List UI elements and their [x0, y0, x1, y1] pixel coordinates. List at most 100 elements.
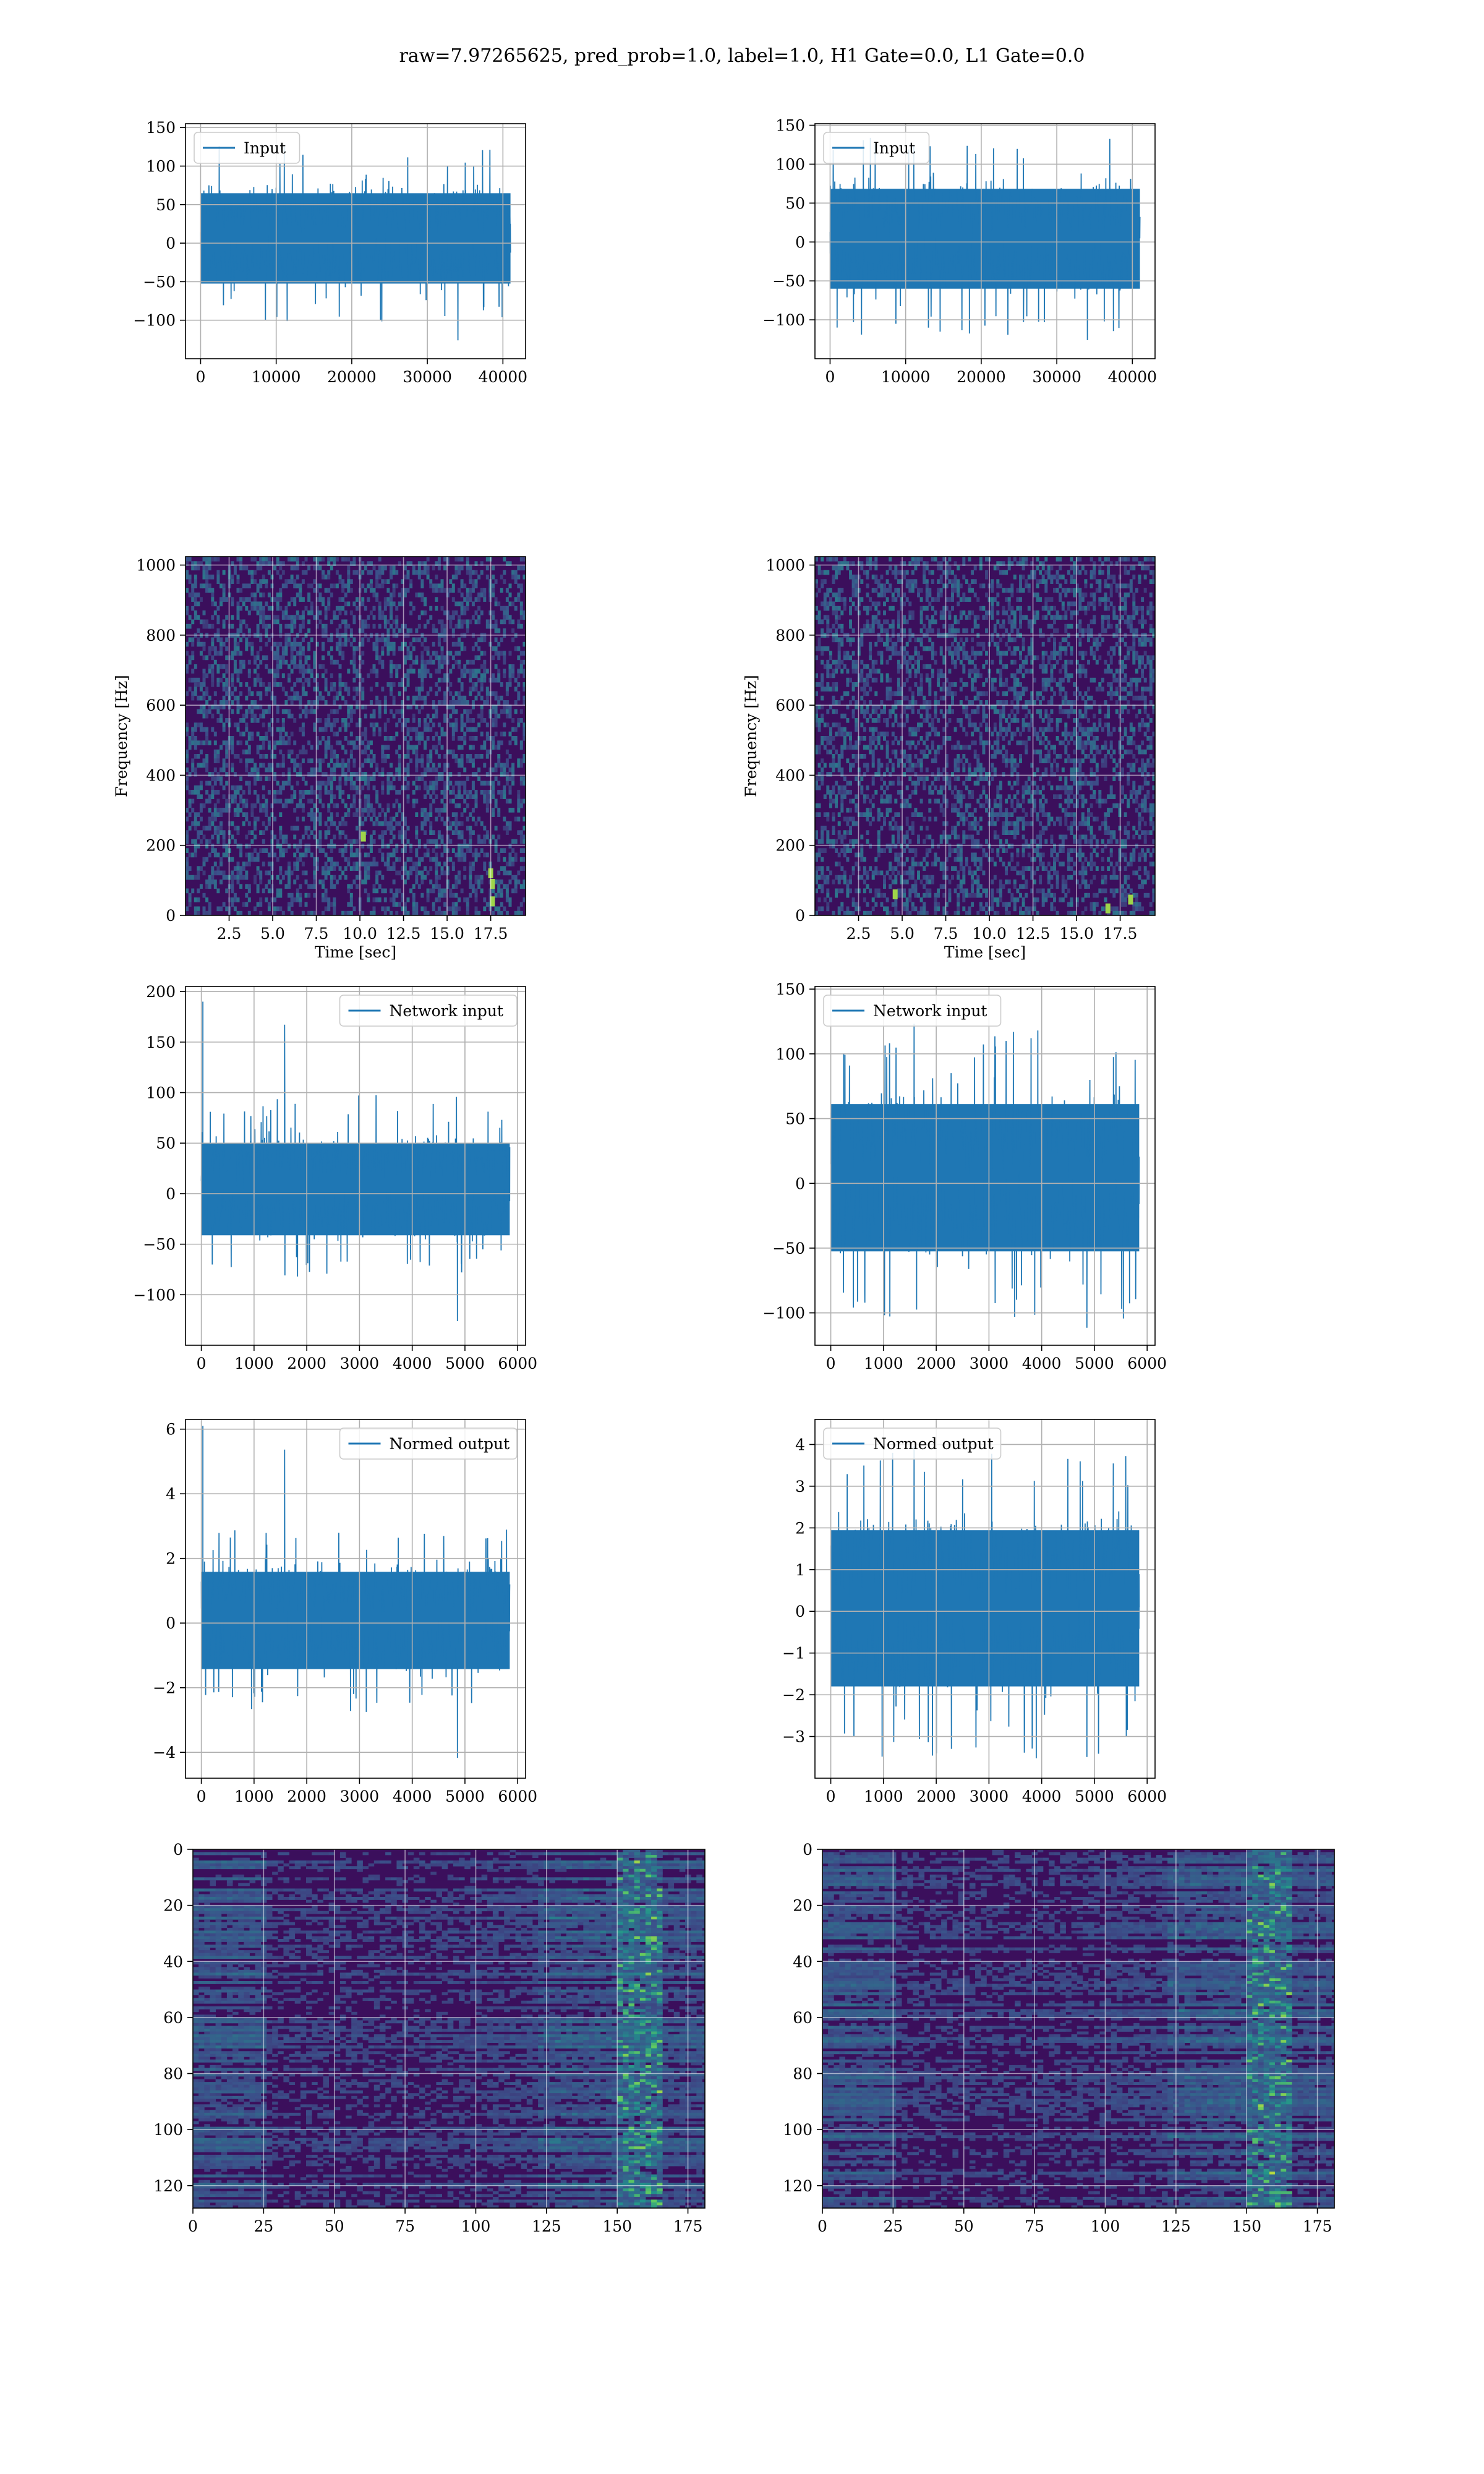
- h1-normed-output-axes-frame: [185, 1419, 526, 1779]
- figure-title: raw=7.97265625, pred_prob=1.0, label=1.0…: [399, 45, 1085, 67]
- l1-feature-map-ytick-label-0: 0: [803, 1841, 812, 1859]
- l1-normed-output-xtick-label-5: 5000: [1075, 1787, 1114, 1805]
- h1-network-input-xtick-label-5: 5000: [445, 1355, 485, 1372]
- l1-network-input-legend-label: Network input: [873, 1002, 987, 1020]
- l1-normed-output-legend: Normed output: [823, 1427, 1002, 1460]
- h1-input-ytick-label-5: 150: [146, 119, 176, 137]
- l1-network-input-xtick-label-4: 4000: [1022, 1355, 1062, 1372]
- h1-normed-output-xtick-label-4: 4000: [393, 1787, 432, 1805]
- h1-input-xtick-label-0: 0: [195, 368, 205, 386]
- l1-normed-output-xtick-label-3: 3000: [970, 1787, 1009, 1805]
- h1-input-ytick-label-0: −100: [133, 312, 176, 330]
- h1-input-axes-frame: [185, 123, 526, 359]
- l1-input-legend: Input: [823, 132, 930, 164]
- h1-network-input-legend: Network input: [339, 995, 518, 1027]
- h1-spectrogram-xlabel: Time [sec]: [315, 943, 396, 961]
- h1-spectrogram-ytick-label-4: 800: [146, 627, 176, 644]
- l1-normed-output-xtick-label-2: 2000: [916, 1787, 956, 1805]
- l1-input-xtick-label-2: 20000: [957, 368, 1006, 386]
- h1-normed-output-xtick-label-3: 3000: [340, 1787, 380, 1805]
- l1-feature-map-xtick-label-6: 150: [1232, 2217, 1261, 2235]
- h1-network-input-ytick-label-2: 0: [166, 1185, 176, 1203]
- h1-normed-output-ytick-label-2: 0: [166, 1614, 176, 1632]
- l1-feature-map-ytick-label-4: 80: [793, 2065, 812, 2083]
- l1-input-legend-frame: [823, 132, 930, 164]
- l1-normed-output-xtick-label-4: 4000: [1022, 1787, 1062, 1805]
- h1-network-input-ytick-label-5: 150: [146, 1034, 176, 1051]
- l1-spectrogram-ytick-label-1: 200: [775, 837, 805, 855]
- h1-spectrogram-xtick-label-4: 12.5: [386, 925, 421, 943]
- h1-network-input-axes-frame: [185, 986, 526, 1346]
- h1-spectrogram-xtick-label-3: 10.0: [343, 925, 377, 943]
- h1-feature-map-ytick-label-4: 80: [163, 2065, 183, 2083]
- l1-feature-map-ytick-label-3: 60: [793, 2009, 812, 2027]
- h1-spectrogram-panel: 2.5 5.0 7.5 10.0 12.5 15.0 17.5 0 200 400 600 800 10…: [113, 556, 526, 961]
- h1-network-input-ytick-label-6: 200: [146, 983, 176, 1001]
- h1-feature-map-xtick-label-7: 175: [673, 2217, 703, 2235]
- l1-feature-map-ytick-label-1: 20: [793, 1897, 812, 1915]
- l1-network-input-xtick-label-2: 2000: [916, 1355, 956, 1372]
- l1-spectrogram-xtick-label-5: 15.0: [1059, 925, 1094, 943]
- l1-normed-output-ytick-label-0: −3: [782, 1728, 805, 1746]
- l1-normed-output-ytick-label-6: 3: [795, 1478, 805, 1496]
- l1-spectrogram-ytick-label-5: 1000: [765, 557, 805, 575]
- l1-feature-map-axes-frame: [822, 1849, 1335, 2209]
- h1-feature-map-ytick-label-1: 20: [163, 1897, 183, 1915]
- l1-spectrogram-ytick-label-0: 0: [795, 907, 805, 925]
- h1-input-legend: Input: [194, 132, 301, 164]
- l1-feature-map-ytick-label-2: 40: [793, 1953, 812, 1971]
- l1-feature-map-xtick-label-1: 25: [883, 2217, 903, 2235]
- h1-feature-map-xtick-label-4: 100: [461, 2217, 491, 2235]
- h1-feature-map-xtick-label-2: 50: [325, 2217, 344, 2235]
- l1-normed-output-ytick-label-2: −1: [782, 1645, 805, 1663]
- l1-input-xtick-label-0: 0: [825, 368, 835, 386]
- l1-normed-output-xtick-label-1: 1000: [864, 1787, 903, 1805]
- l1-normed-output-ytick-label-4: 1: [795, 1561, 805, 1579]
- l1-input-ytick-label-1: −50: [772, 272, 805, 290]
- h1-feature-map-xtick-label-5: 125: [532, 2217, 561, 2235]
- h1-feature-map-xtick-label-6: 150: [602, 2217, 632, 2235]
- h1-network-input-ytick-label-4: 100: [146, 1084, 176, 1102]
- l1-spectrogram-xtick-label-0: 2.5: [846, 925, 871, 943]
- l1-spectrogram-xtick-label-4: 12.5: [1016, 925, 1051, 943]
- h1-normed-output-ytick-label-5: 6: [166, 1421, 176, 1439]
- l1-feature-map-ytick-label-5: 100: [783, 2121, 812, 2139]
- h1-normed-output-ytick-label-3: 2: [166, 1550, 176, 1568]
- h1-spectrogram-ytick-label-5: 1000: [136, 557, 176, 575]
- l1-feature-map-xtick-label-3: 75: [1025, 2217, 1044, 2235]
- h1-network-input-xtick-label-2: 2000: [287, 1355, 326, 1372]
- l1-input-xtick-label-1: 10000: [881, 368, 931, 386]
- l1-normed-output-ytick-label-7: 4: [795, 1436, 805, 1453]
- h1-input-legend-frame: [194, 132, 301, 164]
- h1-feature-map-xtick-label-0: 0: [188, 2217, 198, 2235]
- h1-spectrogram-ytick-label-0: 0: [166, 907, 176, 925]
- h1-network-input-xtick-label-4: 4000: [393, 1355, 432, 1372]
- l1-normed-output-series-line: [830, 1446, 1140, 1758]
- h1-input-xtick-label-1: 10000: [252, 368, 301, 386]
- h1-network-input-legend-label: Network input: [390, 1002, 503, 1020]
- h1-normed-output-series-line: [200, 1426, 511, 1758]
- h1-spectrogram-ytick-label-3: 600: [146, 696, 176, 714]
- h1-feature-map-ytick-label-0: 0: [173, 1841, 183, 1859]
- l1-spectrogram-ytick-label-2: 400: [775, 766, 805, 784]
- h1-network-input-xtick-label-1: 1000: [234, 1355, 274, 1372]
- h1-spectrogram-xtick-label-0: 2.5: [217, 925, 242, 943]
- l1-spectrogram-axes-frame: [814, 556, 1156, 916]
- h1-normed-output-panel: 0 1000 2000 3000 4000 5000 6000 −4 −2 0 2 4 6 Normed …: [153, 1419, 537, 1805]
- h1-network-input-xtick-label-3: 3000: [340, 1355, 380, 1372]
- l1-network-input-legend: Network input: [823, 995, 1002, 1027]
- h1-feature-map-ytick-label-5: 100: [153, 2121, 183, 2139]
- h1-spectrogram-ylabel: Frequency [Hz]: [113, 675, 130, 797]
- l1-input-ytick-label-4: 100: [775, 155, 805, 173]
- h1-spectrogram-xtick-label-2: 7.5: [304, 925, 329, 943]
- l1-network-input-ytick-label-5: 150: [775, 980, 805, 998]
- h1-network-input-ytick-label-1: −50: [143, 1236, 176, 1254]
- h1-input-xtick-label-2: 20000: [327, 368, 377, 386]
- l1-network-input-xtick-label-1: 1000: [864, 1355, 903, 1372]
- l1-normed-output-panel: 0 1000 2000 3000 4000 5000 6000 −3 −2 −1 0 1 2 3 4 Norm…: [782, 1419, 1167, 1805]
- l1-network-input-ytick-label-2: 0: [795, 1175, 805, 1192]
- h1-input-ytick-label-1: −50: [143, 273, 176, 291]
- l1-normed-output-axes-frame: [814, 1419, 1156, 1779]
- l1-spectrogram-xtick-label-1: 5.0: [890, 925, 915, 943]
- l1-network-input-xtick-label-0: 0: [826, 1355, 836, 1372]
